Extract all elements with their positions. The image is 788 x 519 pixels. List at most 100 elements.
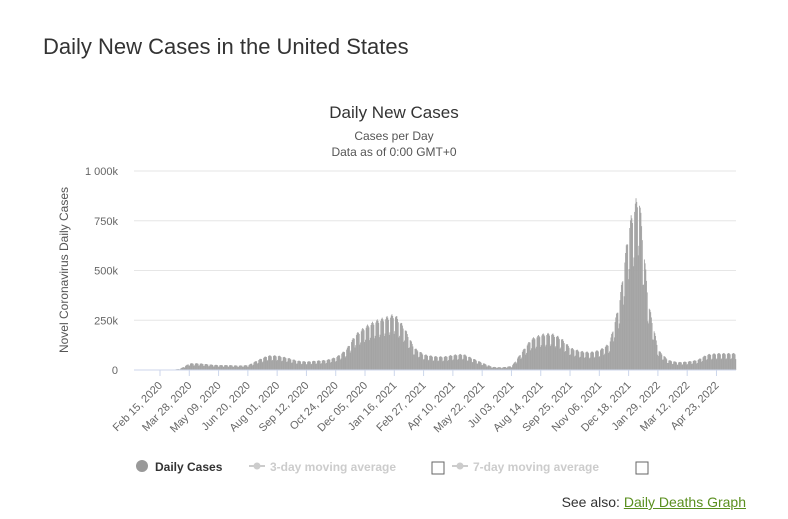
- y-tick-labels: 0 250k 500k 750k 1 000k: [85, 166, 119, 377]
- bar-daily-cases: [577, 350, 579, 370]
- bar-daily-cases: [258, 360, 260, 370]
- bar-daily-cases: [222, 365, 223, 370]
- bar-daily-cases: [575, 350, 577, 370]
- bar-daily-cases: [351, 339, 353, 370]
- bar-daily-cases: [512, 364, 514, 370]
- bar-daily-cases: [609, 351, 610, 370]
- bar-daily-cases: [685, 362, 687, 370]
- bar-daily-cases: [574, 355, 576, 370]
- bar-daily-cases: [322, 360, 324, 370]
- bar-daily-cases: [424, 355, 426, 370]
- bar-daily-cases: [630, 220, 631, 370]
- bar-daily-cases: [513, 362, 515, 370]
- bar-daily-cases: [688, 361, 690, 370]
- bar-daily-cases: [204, 364, 206, 370]
- bar-daily-cases: [583, 352, 585, 370]
- bar-daily-cases: [381, 318, 382, 370]
- bar-daily-cases: [620, 291, 622, 370]
- bar-daily-cases: [240, 365, 242, 370]
- bar-daily-cases: [256, 363, 258, 370]
- bar-daily-cases: [612, 331, 614, 370]
- y-tick-label-1: 250k: [94, 315, 118, 327]
- bar-daily-cases: [247, 366, 249, 370]
- bar-daily-cases: [404, 330, 406, 370]
- y-axis-label: Novel Coronavirus Daily Cases: [57, 187, 71, 353]
- bar-daily-cases: [468, 356, 470, 370]
- bar-daily-cases: [457, 359, 459, 370]
- bar-daily-cases: [568, 347, 570, 370]
- bar-daily-cases: [524, 348, 526, 370]
- bar-daily-cases: [198, 365, 200, 370]
- bar-daily-cases: [244, 365, 246, 370]
- bar-daily-cases: [414, 348, 416, 370]
- bar-daily-cases: [593, 357, 595, 370]
- bar-daily-cases: [215, 364, 217, 370]
- bar-daily-cases: [409, 340, 411, 370]
- daily-deaths-graph-link[interactable]: Daily Deaths Graph: [623, 494, 746, 510]
- bar-daily-cases: [401, 323, 403, 370]
- bar-daily-cases: [692, 360, 694, 370]
- bar-daily-cases: [442, 361, 444, 370]
- bar-daily-cases: [415, 348, 417, 370]
- bar-daily-cases: [338, 355, 340, 370]
- bar-daily-cases: [495, 367, 497, 370]
- bar-daily-cases: [558, 337, 560, 370]
- bar-daily-cases: [618, 328, 620, 370]
- bar-daily-cases: [518, 355, 520, 370]
- bar-daily-cases: [572, 349, 574, 370]
- bar-daily-cases: [702, 357, 704, 370]
- bar-daily-cases: [523, 348, 525, 370]
- legend-item-daily-cases[interactable]: Daily Cases: [136, 460, 223, 474]
- bar-daily-cases: [240, 365, 242, 370]
- bar-daily-cases: [276, 360, 278, 370]
- bar-daily-cases: [499, 367, 501, 370]
- bar-daily-cases: [701, 361, 703, 370]
- legend-item-3-day-ma[interactable]: 3-day moving average: [249, 460, 445, 475]
- bar-daily-cases: [213, 366, 215, 370]
- legend-checkbox-3-day-ma[interactable]: [431, 461, 445, 475]
- bar-daily-cases: [487, 366, 488, 370]
- bar-daily-cases: [611, 334, 613, 370]
- bar-daily-cases: [271, 360, 273, 370]
- bar-daily-cases: [559, 348, 561, 370]
- bar-daily-cases: [489, 365, 491, 370]
- bar-daily-cases: [376, 320, 378, 370]
- bar-daily-cases: [589, 357, 591, 370]
- bar-daily-cases: [684, 361, 686, 370]
- bar-daily-cases: [697, 359, 699, 370]
- bar-daily-cases: [257, 363, 259, 370]
- bar-daily-cases: [660, 353, 662, 370]
- bar-daily-cases: [627, 244, 629, 370]
- bar-daily-cases: [291, 362, 293, 370]
- bar-daily-cases: [407, 337, 409, 370]
- bar-daily-cases: [609, 341, 611, 370]
- bar-daily-cases: [401, 325, 403, 370]
- bar-daily-cases: [687, 361, 689, 370]
- bar-daily-cases: [307, 361, 309, 370]
- bar-daily-cases: [313, 360, 315, 370]
- bar-daily-cases: [486, 366, 488, 370]
- bar-daily-cases: [223, 366, 225, 370]
- bar-daily-cases: [423, 359, 425, 370]
- bar-daily-cases: [449, 355, 451, 370]
- bar-daily-cases: [457, 359, 458, 370]
- bar-daily-cases: [374, 338, 375, 370]
- bar-daily-cases: [632, 222, 633, 370]
- bar-daily-cases: [418, 356, 420, 370]
- legend-checkbox-7-day-ma[interactable]: [635, 461, 649, 475]
- bar-daily-cases: [353, 338, 355, 370]
- bar-daily-cases: [252, 364, 254, 370]
- bar-daily-cases: [635, 198, 637, 370]
- bar-daily-cases: [601, 348, 603, 370]
- bar-daily-cases: [183, 367, 185, 370]
- bar-daily-cases: [410, 340, 412, 370]
- bar-daily-cases: [455, 354, 457, 370]
- bar-daily-cases: [302, 361, 304, 370]
- bar-daily-cases: [646, 292, 648, 370]
- bar-daily-cases: [325, 363, 327, 370]
- bar-daily-cases: [438, 356, 440, 370]
- bar-daily-cases: [245, 365, 246, 370]
- bar-daily-cases: [586, 351, 587, 370]
- legend-item-7-day-ma[interactable]: 7-day moving average: [452, 460, 649, 475]
